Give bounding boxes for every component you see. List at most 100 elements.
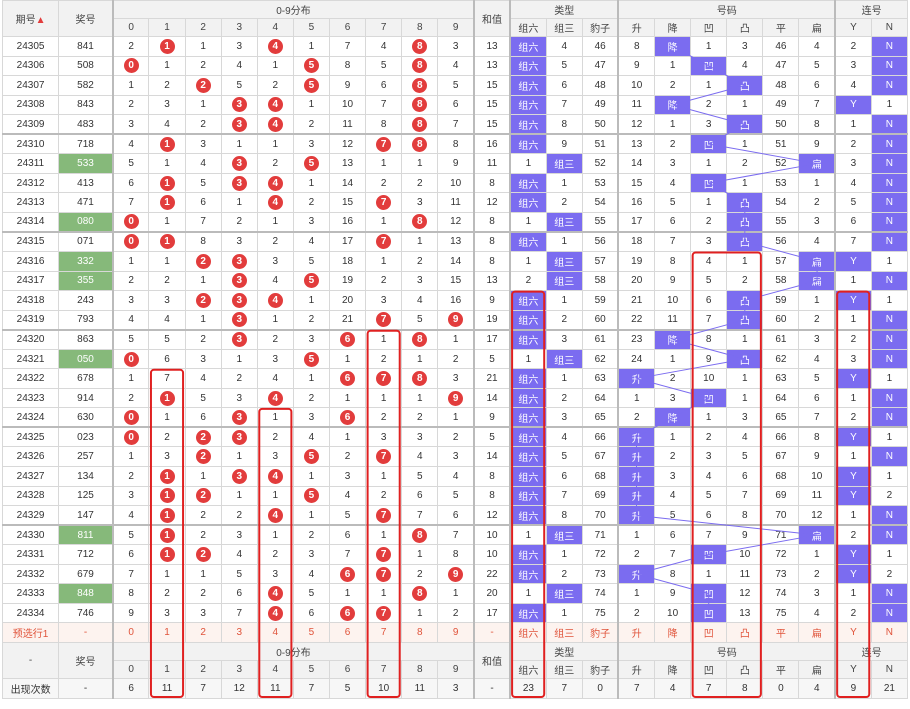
haoma-cell: 4 [798,602,836,624]
issue-cell: 24329 [1,505,60,526]
dist-cell-5: 5 [292,270,331,292]
predict-cell[interactable]: 平 [762,622,800,643]
miss-count: 3 [344,470,351,482]
sum-cell: 13 [472,270,511,292]
predict-cell[interactable]: 扁 [798,622,836,643]
digit-header-9: 9 [437,18,475,37]
haoma-cell: 10 [654,290,692,311]
lian-cell: 1 [870,466,909,487]
predict-cell[interactable]: 2 [184,622,222,643]
dist-cell-1: 1 [148,211,186,233]
dist-cell-4: 4 [256,172,294,194]
miss-count: 2 [236,509,242,521]
dist-cell-4: 4 [256,466,294,487]
predict-cell[interactable]: 1 [148,622,186,643]
miss-count: 5 [308,588,315,600]
dist-cell-7: 2 [365,172,403,194]
haoma-cell: 6 [654,524,692,546]
dist-cell-9: 9 [437,387,475,409]
miss-count: 2 [128,470,134,482]
haoma-cell: 70 [762,505,800,526]
haoma-cell: 71 [762,524,800,546]
dist-cell-1: 3 [148,290,186,311]
dist-cell-1: 5 [148,328,186,350]
issue-cell: 24305 [1,36,60,57]
predict-label[interactable]: 预选行1 [1,622,60,643]
count-cell: 0 [581,677,619,699]
predict-cell[interactable]: 9 [437,622,475,643]
miss-count: 2 [272,334,279,346]
lian-cell: N [870,328,909,350]
issue-cell: 24312 [1,172,60,194]
digit-ball: 8 [412,97,428,113]
type-cell: 60 [581,309,619,331]
digit-ball: 3 [231,429,247,445]
lian-cell: 1 [834,387,872,409]
miss-count: 12 [450,216,462,228]
digit-ball: 8 [412,527,428,543]
dist-cell-8: 8 [401,133,439,155]
haoma-cell: 3 [726,36,764,57]
digit-ball: 7 [376,312,392,328]
sort-icon[interactable]: ▲ [35,15,46,26]
sum-cell: 20 [472,583,511,604]
type-cell: 51 [581,133,619,155]
miss-count: 2 [128,275,134,287]
predict-cell[interactable]: 6 [328,622,367,643]
dist-cell-4: 1 [256,211,294,233]
predict-cell[interactable]: 5 [292,622,331,643]
type-cell: 49 [581,94,619,116]
haoma-cell: 3 [690,230,728,253]
miss-count: 3 [308,548,315,560]
dist-cell-5: 1 [292,36,331,57]
haoma-cell: 50 [762,114,800,135]
miss-count: 2 [452,353,459,365]
predict-cell[interactable]: 组三 [545,622,583,643]
dist-cell-1: 1 [148,563,186,585]
predict-cell[interactable]: 降 [654,622,692,643]
digit-ball: 3 [231,97,247,113]
predict-cell[interactable]: - [58,622,114,643]
miss-count: 19 [341,275,354,287]
haoma-cell: 4 [798,230,836,253]
predict-cell[interactable]: 凸 [726,622,764,643]
predict-cell[interactable]: 0 [111,622,150,643]
haoma-cell: 7 [690,309,728,331]
issue-header[interactable]: 期号▲ [1,0,60,37]
count-cell: 10 [365,677,403,699]
miss-count: 2 [236,373,242,385]
predict-cell[interactable]: 升 [617,622,656,643]
type-cell: 72 [581,544,619,565]
dist-cell-2: 1 [184,563,222,585]
miss-count: 1 [200,99,206,111]
predict-cell[interactable]: 组六 [509,622,547,643]
dist-cell-6: 7 [328,36,367,57]
predict-cell[interactable]: 7 [365,622,403,643]
dist-cell-3: 3 [220,309,258,331]
dist-cell-8: 2 [401,172,439,194]
prize-cell: 147 [58,505,114,526]
dist-cell-5: 5 [292,583,331,604]
predict-cell[interactable]: - [472,622,511,643]
predict-cell[interactable]: 8 [401,622,439,643]
dist-cell-8: 8 [401,583,439,604]
table-row: 24321 050 0 6 3 1 3 5 1 2 1 2 5 1 组三 62 24 1 9 凸 62 4 3 N [1,348,909,370]
predict-cell[interactable]: 3 [220,622,258,643]
table-row: 24306 508 0 1 2 4 1 5 8 5 8 4 13 组六 5 47 9 1 凹 4 47 5 3 N [1,55,909,77]
predict-cell[interactable]: N [870,622,909,643]
haoma-cell: 4 [690,251,728,272]
predict-cell[interactable]: 豹子 [581,622,619,643]
miss-count: 4 [200,158,206,170]
type-cell: 组六 [509,192,547,213]
predict-cell[interactable]: 4 [256,622,294,643]
miss-count: 4 [344,490,351,502]
dist-cell-8: 5 [401,466,439,487]
dist-cell-9: 11 [437,192,475,213]
lian-cell: 1 [870,426,909,448]
predict-cell[interactable]: Y [834,622,872,643]
type-cell: 组六 [509,75,547,96]
issue-cell: 24307 [1,75,60,96]
dist-cell-0: 3 [111,485,150,507]
predict-cell[interactable]: 凹 [690,622,728,643]
lian-cell: Y [834,563,872,585]
